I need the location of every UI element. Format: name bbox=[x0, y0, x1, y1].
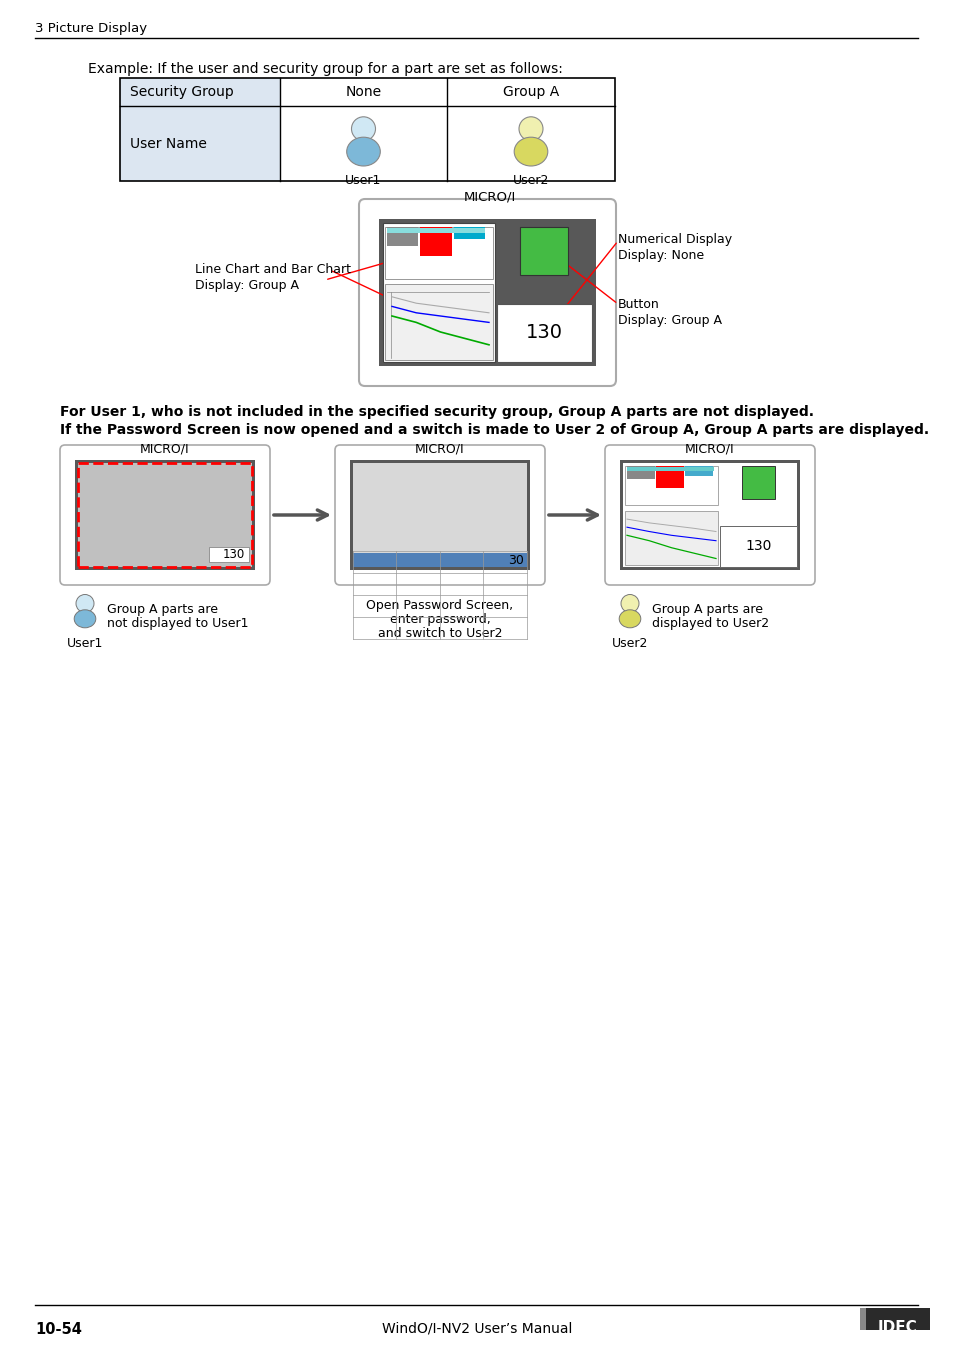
Circle shape bbox=[351, 117, 375, 140]
Bar bbox=[387, 228, 484, 234]
Bar bbox=[78, 463, 252, 567]
Bar bbox=[619, 460, 800, 570]
Text: User2: User2 bbox=[611, 637, 647, 649]
Bar bbox=[520, 227, 568, 275]
Text: IDEC: IDEC bbox=[877, 1320, 917, 1335]
Bar bbox=[741, 466, 774, 500]
Text: WindO/I-NV2 User’s Manual: WindO/I-NV2 User’s Manual bbox=[381, 1322, 572, 1336]
Ellipse shape bbox=[346, 138, 380, 166]
Text: For User 1, who is not included in the specified security group, Group A parts a: For User 1, who is not included in the s… bbox=[60, 405, 813, 418]
Text: If the Password Screen is now opened and a switch is made to User 2 of Group A, : If the Password Screen is now opened and… bbox=[60, 423, 928, 437]
Text: Numerical Display: Numerical Display bbox=[618, 234, 731, 246]
FancyArrowPatch shape bbox=[548, 510, 597, 520]
Text: MICRO/I: MICRO/I bbox=[463, 190, 516, 202]
Bar bbox=[684, 466, 712, 477]
Ellipse shape bbox=[618, 610, 640, 628]
Bar bbox=[859, 1308, 929, 1330]
Text: User Name: User Name bbox=[130, 136, 207, 150]
Text: not displayed to User1: not displayed to User1 bbox=[107, 617, 248, 630]
Text: MICRO/I: MICRO/I bbox=[684, 441, 734, 455]
Bar bbox=[385, 284, 493, 360]
Circle shape bbox=[518, 117, 542, 140]
Text: Display: None: Display: None bbox=[618, 248, 703, 262]
Bar bbox=[626, 466, 655, 479]
Text: 130: 130 bbox=[744, 540, 771, 553]
Circle shape bbox=[620, 594, 639, 613]
Bar bbox=[622, 463, 796, 567]
Text: MICRO/I: MICRO/I bbox=[140, 441, 190, 455]
Text: User1: User1 bbox=[67, 637, 103, 649]
Bar bbox=[209, 547, 249, 562]
Bar bbox=[497, 304, 592, 362]
Text: Display: Group A: Display: Group A bbox=[618, 315, 721, 327]
FancyBboxPatch shape bbox=[358, 198, 616, 386]
FancyBboxPatch shape bbox=[604, 446, 814, 585]
Bar bbox=[420, 227, 451, 256]
Bar bbox=[626, 467, 713, 471]
Text: User2: User2 bbox=[513, 174, 549, 188]
Bar bbox=[280, 78, 615, 181]
Bar bbox=[353, 554, 526, 567]
Bar bbox=[656, 466, 683, 487]
Text: displayed to User2: displayed to User2 bbox=[651, 617, 768, 630]
Text: 10-54: 10-54 bbox=[35, 1322, 82, 1336]
Text: Display: Group A: Display: Group A bbox=[194, 279, 298, 292]
Text: enter password,: enter password, bbox=[389, 613, 490, 626]
Bar bbox=[353, 463, 526, 567]
FancyBboxPatch shape bbox=[60, 446, 270, 585]
Bar bbox=[120, 78, 615, 181]
Text: and switch to User2: and switch to User2 bbox=[377, 626, 501, 640]
Text: Group A parts are: Group A parts are bbox=[107, 603, 218, 616]
Bar bbox=[859, 1308, 865, 1330]
Text: 30: 30 bbox=[508, 554, 523, 567]
Text: Security Group: Security Group bbox=[130, 85, 233, 99]
Text: User1: User1 bbox=[345, 174, 381, 188]
Bar bbox=[720, 526, 796, 567]
Text: Open Password Screen,: Open Password Screen, bbox=[366, 599, 513, 612]
Bar bbox=[387, 227, 418, 246]
Ellipse shape bbox=[74, 610, 95, 628]
Bar bbox=[78, 463, 252, 567]
Text: None: None bbox=[345, 85, 381, 99]
Text: Group A parts are: Group A parts are bbox=[651, 603, 762, 616]
Bar bbox=[624, 466, 718, 505]
Text: Button: Button bbox=[618, 298, 659, 311]
Bar bbox=[382, 223, 495, 362]
Text: Line Chart and Bar Chart: Line Chart and Bar Chart bbox=[194, 263, 351, 275]
Text: 130: 130 bbox=[222, 548, 245, 562]
Text: Group A: Group A bbox=[502, 85, 558, 99]
Bar bbox=[624, 512, 718, 566]
Bar bbox=[385, 227, 493, 279]
Text: MICRO/I: MICRO/I bbox=[415, 441, 464, 455]
FancyBboxPatch shape bbox=[335, 446, 544, 585]
Bar bbox=[120, 78, 280, 181]
Ellipse shape bbox=[514, 138, 547, 166]
Bar bbox=[454, 227, 484, 239]
Text: Example: If the user and security group for a part are set as follows:: Example: If the user and security group … bbox=[88, 62, 562, 76]
Text: 130: 130 bbox=[525, 324, 562, 343]
Text: 3 Picture Display: 3 Picture Display bbox=[35, 22, 147, 35]
Bar bbox=[378, 219, 596, 366]
Bar bbox=[75, 460, 254, 570]
Bar bbox=[350, 460, 530, 570]
Circle shape bbox=[76, 594, 94, 613]
FancyArrowPatch shape bbox=[274, 510, 327, 520]
